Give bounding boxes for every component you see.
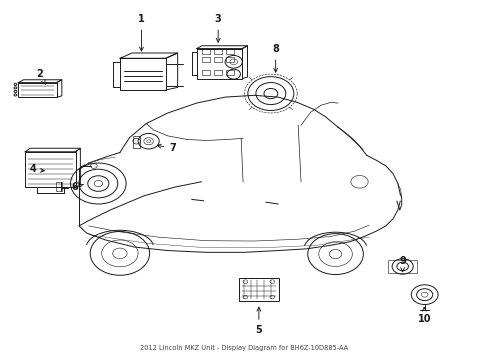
Text: 2012 Lincoln MKZ Unit - Display Diagram for BH6Z-10D885-AA: 2012 Lincoln MKZ Unit - Display Diagram … bbox=[140, 345, 348, 351]
Bar bbox=[225, 49, 234, 54]
Bar bbox=[201, 49, 210, 54]
Text: 5: 5 bbox=[255, 307, 262, 335]
Text: 3: 3 bbox=[214, 14, 221, 42]
Bar bbox=[213, 49, 222, 54]
Text: 6: 6 bbox=[71, 182, 83, 192]
Bar bbox=[196, 49, 242, 78]
Bar bbox=[213, 57, 222, 62]
Bar bbox=[239, 278, 278, 301]
Text: 8: 8 bbox=[272, 45, 279, 72]
Bar bbox=[225, 57, 234, 62]
Bar bbox=[213, 70, 222, 75]
Text: 4: 4 bbox=[29, 165, 44, 174]
Bar bbox=[387, 260, 416, 273]
Bar bbox=[25, 152, 76, 187]
Text: 2: 2 bbox=[36, 69, 45, 84]
Text: 7: 7 bbox=[157, 143, 176, 153]
Text: 10: 10 bbox=[417, 307, 430, 324]
Bar bbox=[18, 83, 57, 98]
Bar bbox=[133, 136, 140, 148]
Bar bbox=[225, 70, 234, 75]
Bar bbox=[120, 58, 165, 90]
Text: 1: 1 bbox=[138, 14, 144, 51]
Bar bbox=[56, 182, 62, 191]
Bar bbox=[201, 70, 210, 75]
Bar bbox=[201, 57, 210, 62]
Text: 9: 9 bbox=[398, 256, 405, 272]
